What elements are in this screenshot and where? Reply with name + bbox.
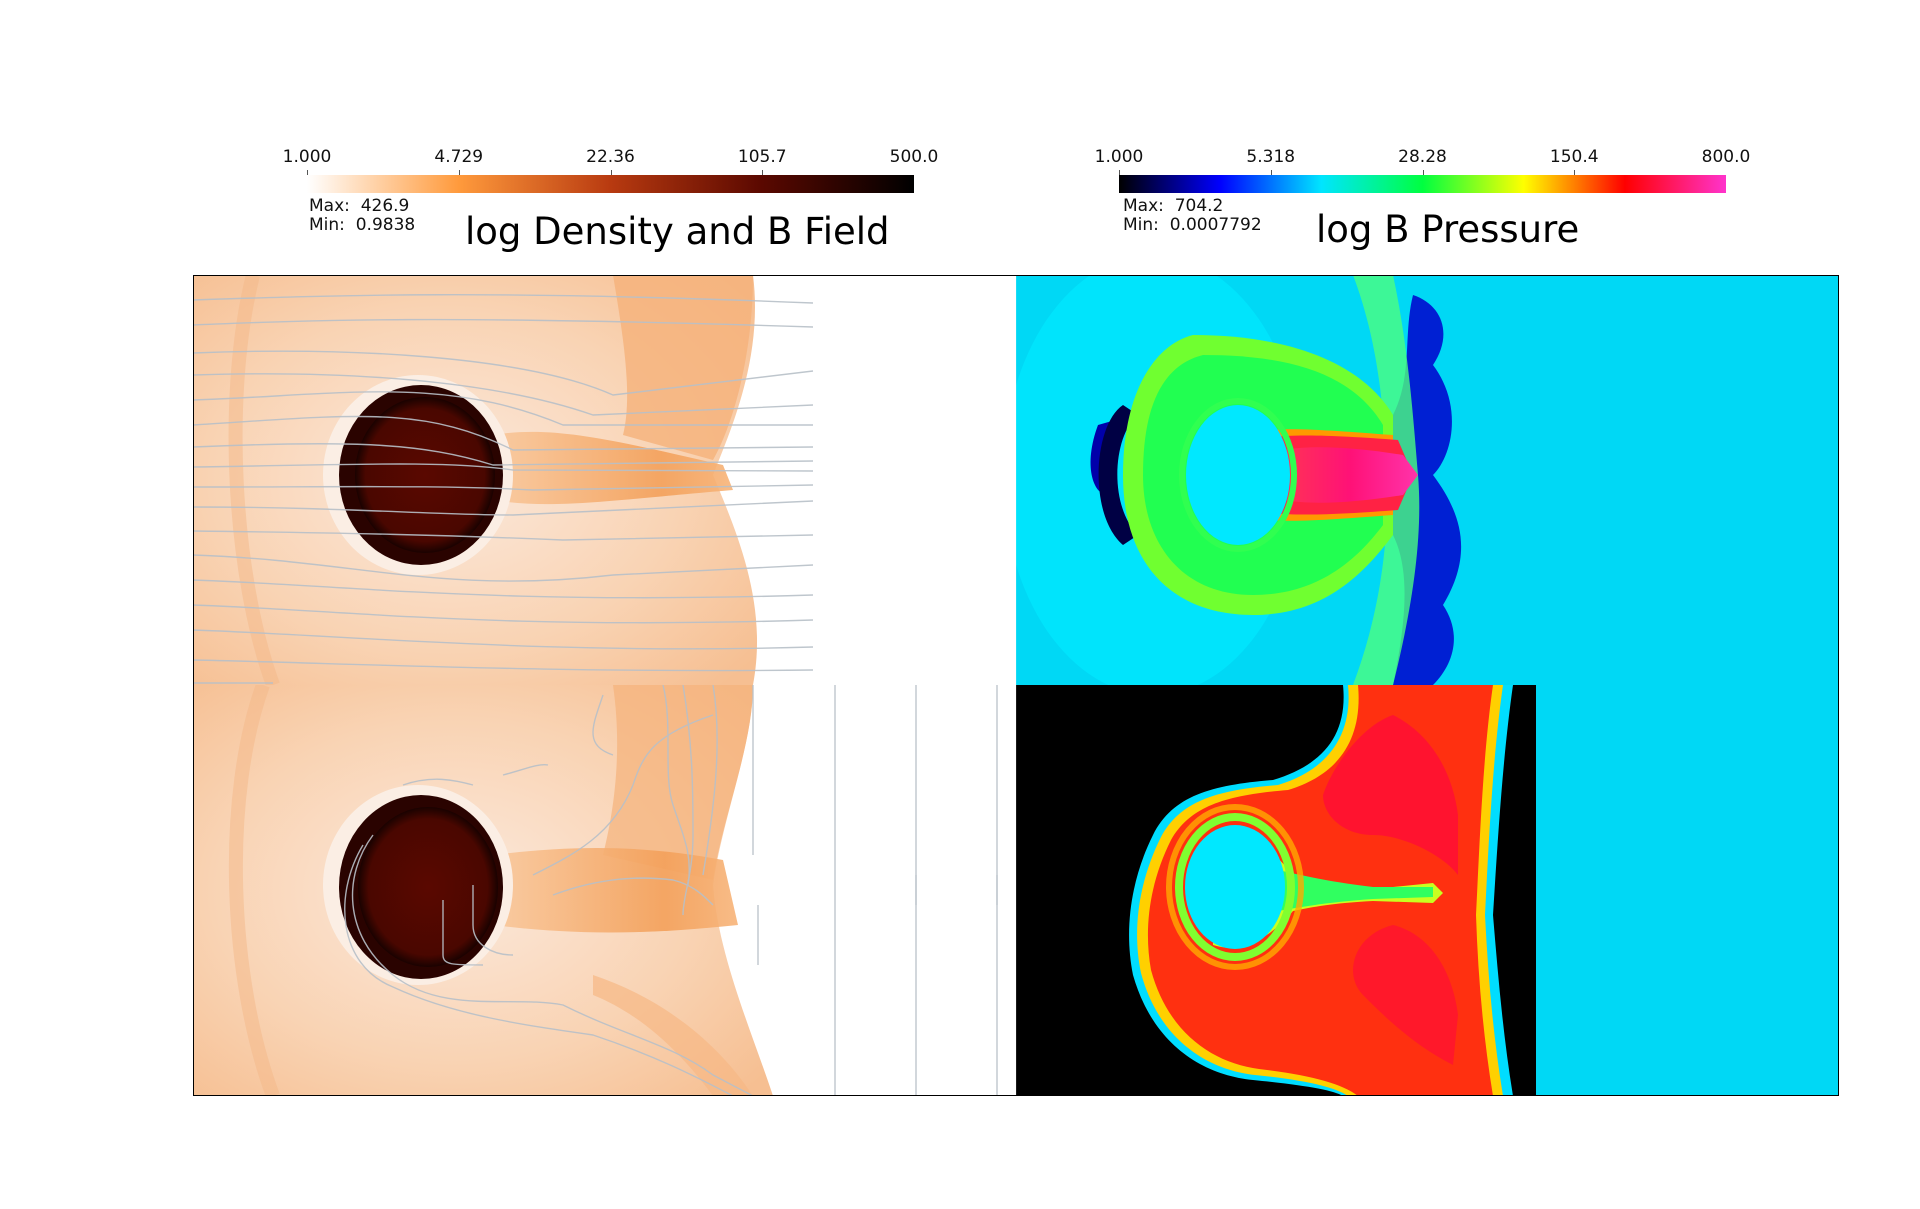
density-title: log Density and B Field [465,210,890,253]
pressure-bottom-panel [1016,685,1839,1096]
density-tick-label: 1.000 [282,147,332,167]
pressure-tick-label: 150.4 [1549,147,1599,167]
pressure-colorbar-gradient [1119,175,1726,193]
pressure-top-panel [1016,275,1839,685]
pressure-tick-label: 1.000 [1094,147,1144,167]
pressure-tick-label: 28.28 [1398,147,1447,167]
density-min-label: Min: [309,215,345,235]
pressure-colorbar-ticks: 1.000 5.318 28.28 150.4 800.0 [1095,147,1751,169]
density-colorbar: 1.000 4.729 22.36 105.7 500.0 [283,147,939,195]
pressure-min-value: 0.0007792 [1169,215,1262,235]
density-colorbar-gradient [307,175,914,193]
pressure-stats: Max: 704.2 Min: 0.0007792 [1123,197,1262,235]
pressure-tick-label: 5.318 [1246,147,1296,167]
simulation-panels [193,275,1839,1096]
pressure-min-label: Min: [1123,215,1159,235]
density-max-label: Max: [309,196,350,216]
pressure-colorbar: 1.000 5.318 28.28 150.4 800.0 [1095,147,1751,195]
density-top-panel [193,275,1016,685]
density-tick-label: 22.36 [586,147,635,167]
density-colorbar-ticks: 1.000 4.729 22.36 105.7 500.0 [283,147,939,169]
density-bottom-panel [193,685,1016,1096]
pressure-tick-label: 800.0 [1701,147,1751,167]
pressure-title: log B Pressure [1316,208,1580,251]
plot-frame [193,275,1839,1096]
density-min-value: 0.9838 [355,215,416,235]
density-max-value: 426.9 [360,196,410,216]
density-stats: Max: 426.9 Min: 0.9838 [309,197,415,235]
density-tick-label: 4.729 [434,147,484,167]
density-tick-label: 500.0 [889,147,939,167]
pressure-max-label: Max: [1123,196,1164,216]
pressure-max-value: 704.2 [1174,196,1224,216]
density-tick-label: 105.7 [737,147,787,167]
